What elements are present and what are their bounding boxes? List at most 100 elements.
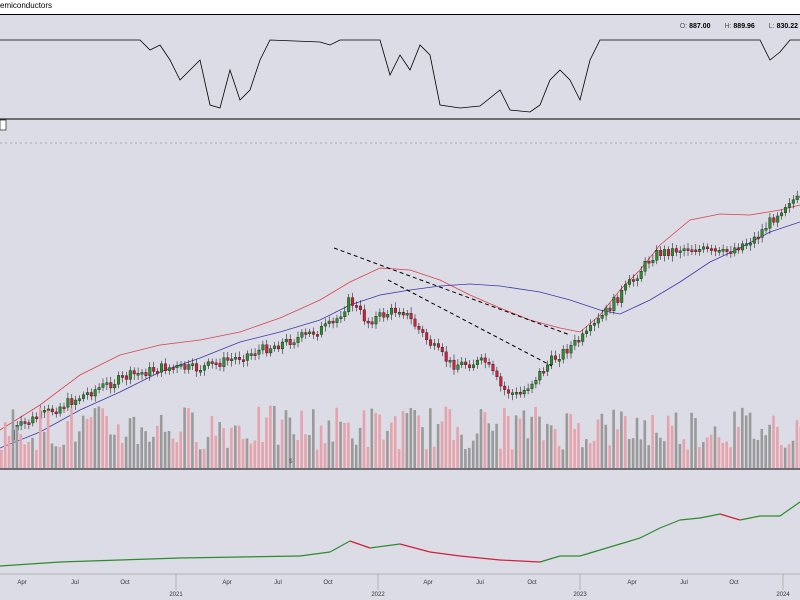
volume-bar (573, 429, 576, 468)
candle (386, 314, 390, 318)
candle (639, 271, 643, 279)
volume-bar (429, 408, 432, 468)
candle (241, 359, 245, 362)
rs-line-segment (599, 543, 621, 551)
volume-bar (791, 440, 795, 468)
rs-line-segment (739, 515, 761, 521)
candle (542, 371, 546, 374)
candle (31, 416, 35, 424)
volume-bar (109, 434, 112, 468)
candle (327, 320, 331, 324)
volume-bar (787, 444, 791, 468)
candles-group (11, 190, 800, 444)
volume-bar (370, 408, 374, 468)
volume-bar (202, 448, 206, 468)
candle (655, 250, 659, 261)
candle (253, 353, 257, 356)
volume-bar (62, 444, 65, 468)
rs-line-segment (399, 543, 431, 553)
candle (113, 384, 117, 389)
candle (319, 325, 323, 335)
candle (331, 320, 335, 324)
candle (729, 251, 733, 254)
candle (651, 260, 655, 263)
volume-bar (780, 445, 783, 468)
candle (390, 307, 394, 315)
candle (436, 343, 440, 348)
candle (296, 337, 300, 343)
volume-bar (50, 443, 54, 468)
volume-bar (351, 438, 354, 468)
earnings-marker: $ (289, 459, 293, 465)
volume-bar (276, 444, 280, 468)
volume-bar (308, 435, 311, 468)
volume-bar (265, 417, 268, 468)
candle (316, 334, 319, 337)
volume-bar (577, 423, 580, 468)
year-tick-label: 2023 (573, 592, 587, 598)
candle (397, 312, 401, 315)
candle (144, 372, 148, 376)
volume-bar (694, 418, 697, 468)
candle (737, 247, 741, 251)
high-value: 889.96 (733, 23, 755, 30)
month-tick-label: Oct (120, 580, 130, 586)
volume-bar (549, 425, 553, 468)
candle (78, 398, 82, 401)
volume-bar (269, 405, 272, 468)
volume-bar (183, 407, 186, 468)
candle (347, 297, 351, 312)
candle (511, 392, 514, 395)
volume-bar (596, 419, 600, 468)
volume-bar (705, 437, 709, 468)
candle (670, 248, 674, 256)
candle (413, 318, 417, 327)
volume-bar (713, 426, 717, 468)
candle (409, 313, 413, 320)
candle (456, 364, 460, 370)
candle (269, 348, 273, 354)
volume-bar (401, 411, 405, 468)
volume-bar (737, 426, 740, 468)
volume-bar (507, 416, 510, 468)
volume-bar (167, 431, 171, 468)
volume-bar (553, 429, 557, 468)
volume-bar (608, 445, 611, 468)
volume-bar (698, 446, 701, 468)
volume-bar (66, 421, 69, 468)
volume-bar (339, 421, 342, 468)
candle (54, 411, 58, 415)
candle (62, 406, 66, 410)
candle (698, 249, 702, 252)
volume-bar (744, 415, 748, 468)
volume-bar (175, 442, 179, 468)
candle (507, 389, 511, 394)
candle (183, 364, 187, 370)
month-tick-label: Apr (627, 580, 636, 586)
volume-bar (510, 449, 514, 468)
rs-line-segment (619, 537, 641, 545)
volume-bar (226, 447, 229, 468)
candle (417, 326, 421, 330)
candle (19, 421, 23, 426)
volume-bar (526, 438, 530, 468)
volume-bar (81, 415, 85, 468)
volume-bar (702, 441, 705, 468)
candle (565, 348, 569, 354)
volume-bar (93, 408, 97, 468)
candle (171, 367, 175, 370)
candle (195, 363, 199, 372)
ohlc-readout: O: 887.00 H: 889.96 L: 830.22 (668, 23, 798, 30)
candle (468, 364, 472, 368)
volume-bar (690, 412, 693, 468)
candle (82, 394, 85, 399)
volume-bar (425, 449, 428, 468)
candle (624, 284, 628, 291)
volume-bar (405, 413, 409, 468)
candle (304, 332, 308, 335)
candle (589, 325, 592, 332)
month-tick-label: Jul (680, 580, 688, 586)
volume-bar (382, 439, 385, 468)
candle (487, 362, 491, 365)
rs-line-segment (539, 555, 561, 563)
